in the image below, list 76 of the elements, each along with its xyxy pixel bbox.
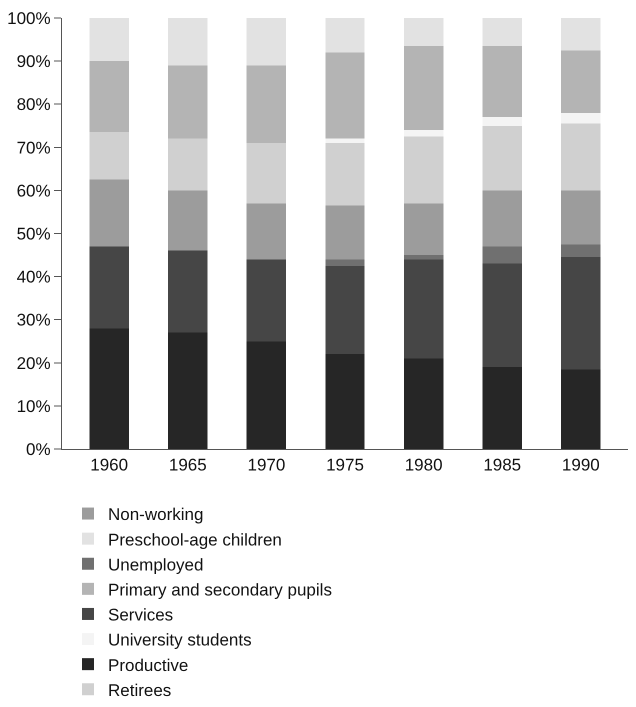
- bar: [404, 18, 444, 46]
- y-tick-label: 0%: [26, 440, 51, 459]
- y-tick-label: 100%: [7, 8, 51, 28]
- bar: [404, 259, 444, 358]
- bar: [325, 259, 365, 266]
- legend-label: Non-working: [108, 505, 204, 524]
- bar: [90, 18, 129, 62]
- bar: [168, 250, 208, 333]
- legend-label: University students: [108, 630, 252, 650]
- legend-label: Retirees: [108, 680, 172, 700]
- x-tick-label: 1960: [90, 455, 128, 474]
- bar: [90, 246, 129, 328]
- bar: [325, 138, 365, 143]
- bar: [90, 180, 129, 246]
- bar: [246, 65, 286, 143]
- bar: [168, 18, 208, 66]
- bar: [246, 341, 286, 449]
- bar: [246, 259, 286, 342]
- bar: [325, 205, 365, 260]
- legend-label: Unemployed: [108, 555, 204, 574]
- bar: [404, 130, 444, 137]
- y-tick-label: 70%: [16, 138, 51, 158]
- bar: [482, 18, 522, 46]
- x-tick-label: 1985: [483, 455, 522, 474]
- bar: [90, 328, 129, 449]
- bar: [246, 142, 286, 204]
- bar: [482, 246, 522, 264]
- legend-label: Primary and secondary pupils: [108, 580, 332, 600]
- y-tick-label: 20%: [16, 354, 51, 373]
- bar: [482, 367, 522, 449]
- x-tick-label: 1965: [168, 455, 207, 474]
- bar: [168, 65, 208, 139]
- bar: [404, 358, 444, 449]
- bar: [168, 190, 208, 251]
- bar: [482, 46, 522, 118]
- bar: [246, 203, 286, 260]
- bar: [325, 52, 365, 139]
- bar: [561, 50, 600, 113]
- y-tick-label: 30%: [16, 310, 51, 330]
- legend-label: Preschool-age children: [108, 530, 282, 550]
- bar: [482, 264, 522, 368]
- bar: [325, 18, 365, 52]
- bar: [482, 126, 522, 190]
- bar: [90, 61, 129, 132]
- x-tick-label: 1975: [326, 455, 364, 474]
- bar: [561, 190, 600, 244]
- legend-label: Productive: [108, 656, 188, 675]
- bar: [404, 136, 444, 204]
- y-tick-label: 80%: [16, 95, 51, 114]
- bar: [482, 117, 522, 126]
- x-tick-label: 1980: [404, 455, 443, 474]
- bar: [482, 190, 522, 246]
- x-tick-label: 1990: [562, 455, 600, 474]
- legend-label: Services: [108, 606, 174, 625]
- y-tick-label: 40%: [16, 268, 51, 287]
- bar: [404, 46, 444, 130]
- y-tick-label: 50%: [16, 224, 51, 244]
- y-tick-label: 60%: [16, 181, 51, 200]
- bar: [325, 354, 365, 449]
- bar: [168, 138, 208, 190]
- bar: [325, 266, 365, 354]
- bar: [246, 18, 286, 66]
- bar: [561, 18, 600, 50]
- x-tick-label: 1970: [247, 455, 286, 474]
- bar: [90, 132, 129, 180]
- y-tick-label: 90%: [16, 52, 51, 72]
- y-tick-label: 10%: [16, 396, 51, 416]
- bar: [561, 124, 600, 190]
- bar: [561, 257, 600, 370]
- bar: [325, 142, 365, 206]
- bar: [561, 244, 600, 258]
- bar: [404, 203, 444, 256]
- bar: [561, 112, 600, 124]
- bar: [168, 332, 208, 449]
- bar: [404, 255, 444, 260]
- bar: [561, 369, 600, 449]
